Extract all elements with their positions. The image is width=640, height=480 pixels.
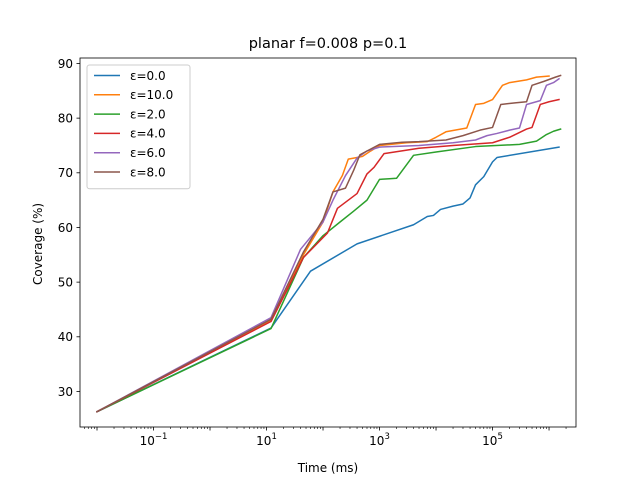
y-tick-label-4: 70 xyxy=(58,166,73,180)
legend-label-4: ε=6.0 xyxy=(130,146,166,160)
legend-label-3: ε=4.0 xyxy=(130,127,166,141)
x-tick-label-0: 10−1 xyxy=(140,432,168,448)
series-line-4 xyxy=(95,77,561,413)
series-lines xyxy=(95,74,562,413)
legend: ε=0.0 ε=10.0 ε=2.0 ε=4.0 ε=6.0 ε=8.0 xyxy=(86,64,191,190)
x-tick-label-2: 103 xyxy=(369,432,390,448)
chart-title: planar f=0.008 p=0.1 xyxy=(249,36,408,52)
legend-label-0: ε=0.0 xyxy=(130,69,166,83)
plot-frame xyxy=(79,57,577,428)
series-line-5 xyxy=(95,74,562,413)
y-axis-label: Coverage (%) xyxy=(31,203,45,285)
plot-area xyxy=(79,57,577,428)
series-line-3 xyxy=(95,98,560,413)
legend-label-5: ε=8.0 xyxy=(130,165,166,179)
x-tick-label-3: 105 xyxy=(482,432,503,448)
y-tick-label-1: 40 xyxy=(58,330,73,344)
legend-label-2: ε=2.0 xyxy=(130,107,166,121)
y-tick-label-0: 30 xyxy=(58,385,73,399)
x-axis: 10−1 101 103 105 xyxy=(84,427,567,448)
y-tick-label-5: 80 xyxy=(58,111,73,125)
y-tick-label-2: 50 xyxy=(58,275,73,289)
legend-label-1: ε=10.0 xyxy=(130,88,173,102)
x-tick-label-1: 101 xyxy=(256,432,277,448)
legend-box xyxy=(86,64,191,190)
y-tick-label-3: 60 xyxy=(58,221,73,235)
x-axis-label: Time (ms) xyxy=(297,461,359,475)
y-tick-label-6: 90 xyxy=(58,57,73,71)
y-axis: 30 40 50 60 70 80 90 xyxy=(58,57,80,399)
series-line-2 xyxy=(96,128,562,413)
series-line-0 xyxy=(96,146,560,413)
